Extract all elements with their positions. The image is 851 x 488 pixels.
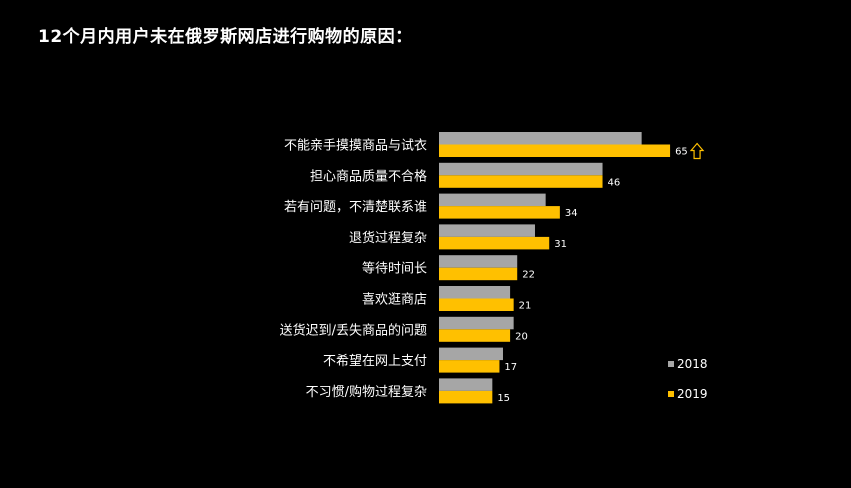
legend-swatch-2019	[668, 391, 674, 397]
bar-2018	[439, 193, 546, 207]
data-label: 65	[675, 147, 688, 158]
category-label: 喜欢逛商店	[362, 293, 427, 308]
data-label: 17	[504, 362, 517, 373]
bar-2019	[439, 175, 603, 188]
data-label: 20	[515, 331, 528, 342]
bar-2018	[439, 162, 603, 176]
bar-2018	[439, 255, 518, 268]
data-label: 46	[608, 177, 621, 188]
chart-title: 12个月内用户未在俄罗斯网店进行购物的原因：	[38, 27, 413, 47]
bar-2019	[439, 298, 514, 311]
category-label: 不习惯/购物过程复杂	[306, 384, 427, 400]
data-label: 21	[519, 301, 532, 312]
up-arrow-icon	[689, 142, 705, 160]
category-label: 不希望在网上支付	[323, 353, 427, 369]
data-label: 15	[497, 393, 510, 404]
category-label: 等待时间长	[362, 261, 427, 277]
bar-2019	[439, 206, 560, 219]
data-label: 22	[522, 270, 535, 281]
bar-2018	[439, 378, 493, 391]
legend-label-2019: 2019	[677, 387, 708, 401]
bar-2019	[439, 236, 550, 250]
data-label: 31	[554, 239, 567, 250]
bar-2019	[439, 267, 518, 281]
legend-label-2018: 2018	[677, 357, 708, 371]
bar-2018	[439, 132, 642, 145]
bar-2018	[439, 224, 535, 237]
data-label: 34	[565, 208, 578, 219]
category-label: 退货过程复杂	[349, 230, 427, 246]
bar-2019	[439, 390, 493, 404]
bar-2019	[439, 144, 671, 157]
bar-2018	[439, 347, 503, 361]
bar-2018	[439, 286, 511, 299]
category-label: 若有问题，不清楚联系谁	[284, 199, 427, 215]
category-label: 不能亲手摸摸商品与试衣	[284, 138, 427, 154]
category-label: 送货迟到/丢失商品的问题	[280, 322, 427, 338]
legend-swatch-2018	[668, 361, 674, 367]
category-label: 担心商品质量不合格	[310, 168, 427, 184]
bar-2018	[439, 316, 514, 330]
bar-2019	[439, 329, 511, 342]
bar-2019	[439, 360, 500, 373]
